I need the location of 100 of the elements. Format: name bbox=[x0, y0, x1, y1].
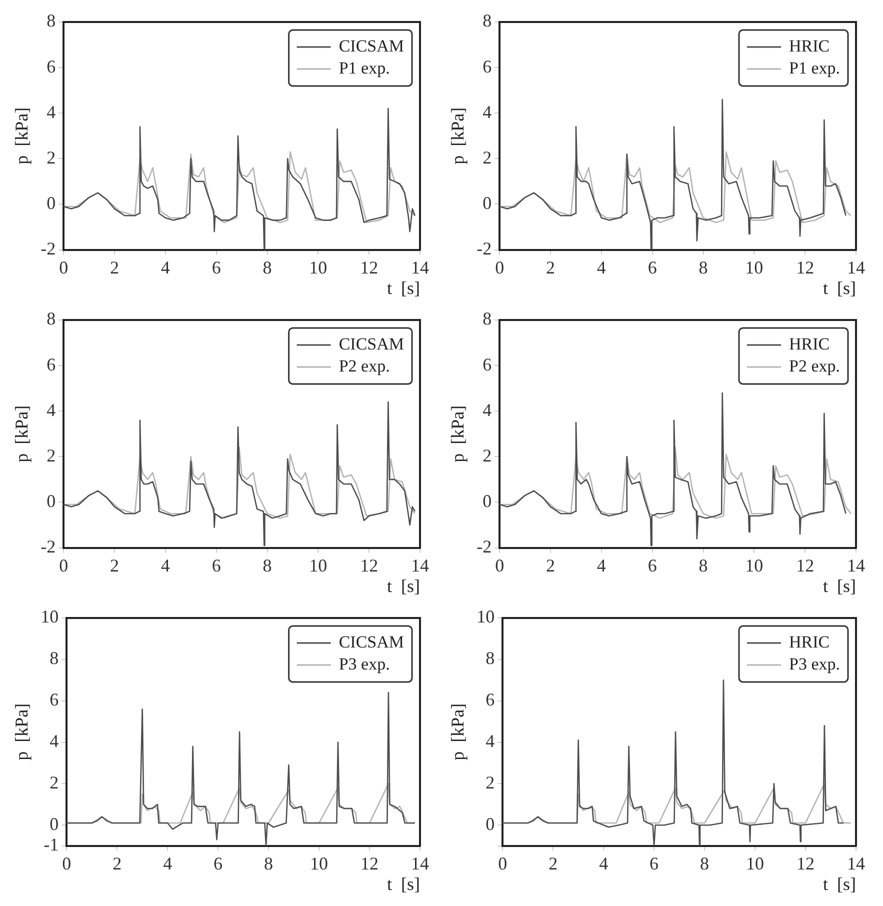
y-tick-label: 4 bbox=[486, 730, 495, 751]
x-axis-title: t [s] bbox=[387, 576, 420, 596]
x-tick-label: 2 bbox=[110, 257, 120, 278]
y-axis-title: p [kPa] bbox=[448, 107, 468, 164]
y-axis-title: p [kPa] bbox=[12, 107, 32, 164]
x-axis-title: t [s] bbox=[387, 278, 420, 298]
y-tick-label: 4 bbox=[482, 102, 492, 122]
legend-label: P1 exp. bbox=[338, 58, 390, 78]
y-tick-label: 6 bbox=[486, 690, 495, 710]
y-tick-label: 8 bbox=[46, 308, 56, 329]
y-tick-label: 0 bbox=[486, 814, 495, 834]
y-tick-label: -2 bbox=[40, 238, 56, 259]
y-tick-label: -2 bbox=[476, 238, 492, 259]
y-tick-label: -2 bbox=[40, 536, 56, 557]
x-tick-label: 14 bbox=[411, 853, 429, 874]
y-tick-label: 6 bbox=[50, 690, 59, 710]
legend-label: HRIC bbox=[789, 334, 830, 354]
x-tick-label: 4 bbox=[160, 257, 170, 278]
y-tick-label: 6 bbox=[46, 56, 56, 76]
y-tick-label: 2 bbox=[486, 772, 495, 792]
y-tick-label: 10 bbox=[476, 606, 495, 627]
y-tick-label: 0 bbox=[50, 814, 59, 834]
x-tick-label: 8 bbox=[264, 853, 274, 874]
x-axis-title: t [s] bbox=[823, 874, 856, 894]
x-tick-label: 8 bbox=[262, 257, 272, 278]
x-tick-label: 10 bbox=[310, 853, 328, 874]
y-tick-label: 0 bbox=[46, 192, 56, 213]
x-tick-label: 8 bbox=[262, 555, 272, 576]
x-tick-label: 2 bbox=[112, 853, 122, 874]
legend-label: HRIC bbox=[789, 632, 830, 652]
x-tick-label: 4 bbox=[596, 555, 606, 576]
legend-label: CICSAM bbox=[338, 36, 404, 56]
x-axis-title: t [s] bbox=[823, 278, 856, 298]
x-tick-label: 10 bbox=[745, 257, 764, 278]
x-tick-label: 2 bbox=[546, 257, 556, 278]
y-tick-label: 0 bbox=[46, 490, 56, 511]
x-tick-label: 12 bbox=[360, 853, 379, 874]
x-tick-label: 6 bbox=[212, 257, 221, 278]
x-tick-label: 2 bbox=[110, 555, 120, 576]
y-tick-label: 4 bbox=[50, 730, 59, 751]
y-tick-label: 4 bbox=[482, 400, 492, 420]
y-tick-label: 4 bbox=[46, 400, 56, 420]
y-tick-label: 6 bbox=[482, 354, 492, 374]
x-tick-label: 14 bbox=[847, 257, 865, 278]
y-tick-label: 8 bbox=[50, 648, 59, 668]
y-axis-title: p [kPa] bbox=[448, 405, 468, 462]
x-tick-label: 10 bbox=[309, 555, 328, 576]
x-tick-label: 12 bbox=[796, 853, 815, 874]
x-tick-label: 10 bbox=[745, 555, 764, 576]
x-tick-label: 0 bbox=[498, 853, 508, 874]
x-axis-title: t [s] bbox=[823, 576, 856, 596]
x-tick-label: 14 bbox=[411, 555, 429, 576]
y-axis-title: p [kPa] bbox=[12, 405, 32, 462]
x-tick-label: 12 bbox=[360, 257, 378, 278]
legend-label: HRIC bbox=[789, 36, 830, 56]
legend-label: CICSAM bbox=[338, 632, 404, 652]
x-tick-label: 4 bbox=[160, 555, 170, 576]
legend-label: P2 exp. bbox=[338, 356, 390, 376]
y-axis-title: p [kPa] bbox=[448, 703, 468, 760]
legend-label: P3 exp. bbox=[789, 654, 840, 674]
x-tick-label: 4 bbox=[596, 257, 606, 278]
y-tick-label: 0 bbox=[482, 490, 492, 511]
y-tick-label: 10 bbox=[40, 606, 59, 627]
x-tick-label: 14 bbox=[847, 853, 865, 874]
x-tick-label: 4 bbox=[163, 853, 172, 874]
y-tick-label: 0 bbox=[482, 192, 492, 213]
x-tick-label: 2 bbox=[546, 555, 556, 576]
legend-label: P1 exp. bbox=[789, 58, 840, 78]
x-tick-label: 12 bbox=[796, 555, 814, 576]
x-tick-label: 10 bbox=[746, 853, 764, 874]
y-tick-label: 8 bbox=[482, 10, 492, 31]
x-tick-label: 8 bbox=[700, 853, 710, 874]
legend-label: P3 exp. bbox=[338, 654, 390, 674]
x-tick-label: 12 bbox=[360, 555, 378, 576]
y-tick-label: 8 bbox=[486, 648, 495, 668]
legend-label: P2 exp. bbox=[789, 356, 840, 376]
x-tick-label: 8 bbox=[698, 257, 708, 278]
y-tick-label: -2 bbox=[476, 536, 492, 557]
y-axis-title: p [kPa] bbox=[12, 703, 32, 760]
y-tick-label: 2 bbox=[46, 445, 56, 466]
legend-label: CICSAM bbox=[338, 334, 404, 354]
x-tick-label: 2 bbox=[548, 853, 558, 874]
x-tick-label: 6 bbox=[214, 853, 223, 874]
x-tick-label: 14 bbox=[411, 257, 429, 278]
y-tick-label: 8 bbox=[482, 308, 492, 329]
y-tick-label: 8 bbox=[46, 10, 56, 31]
x-tick-label: 6 bbox=[648, 555, 657, 576]
x-tick-label: 12 bbox=[796, 257, 814, 278]
y-tick-label: 2 bbox=[50, 772, 59, 792]
y-tick-label: 2 bbox=[46, 147, 56, 168]
x-tick-label: 10 bbox=[309, 257, 328, 278]
x-axis-title: t [s] bbox=[387, 874, 420, 894]
x-tick-label: 14 bbox=[847, 555, 865, 576]
x-tick-label: 6 bbox=[648, 257, 657, 278]
x-tick-label: 8 bbox=[698, 555, 708, 576]
y-tick-label: 2 bbox=[482, 147, 492, 168]
y-tick-label: 6 bbox=[46, 354, 56, 374]
y-tick-label: 4 bbox=[46, 102, 56, 122]
y-tick-label: 6 bbox=[482, 56, 492, 76]
y-tick-label: 2 bbox=[482, 445, 492, 466]
